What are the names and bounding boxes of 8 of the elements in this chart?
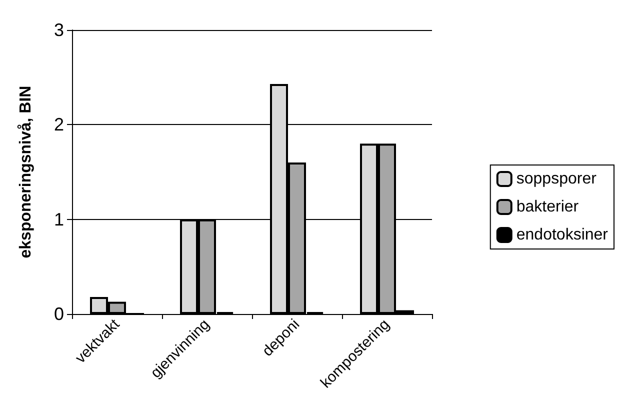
legend-label: bakterier (516, 198, 580, 216)
y-tick-label: 0 (54, 304, 64, 324)
y-tick-label: 2 (54, 114, 64, 135)
legend-label: soppsporer (516, 170, 598, 188)
y-axis-title: eksponeringsnivå, BIN (16, 86, 34, 258)
legend-label: endotoksiner (516, 226, 609, 244)
y-tick-label: 1 (54, 209, 64, 230)
y-tick-label: 3 (54, 20, 64, 40)
